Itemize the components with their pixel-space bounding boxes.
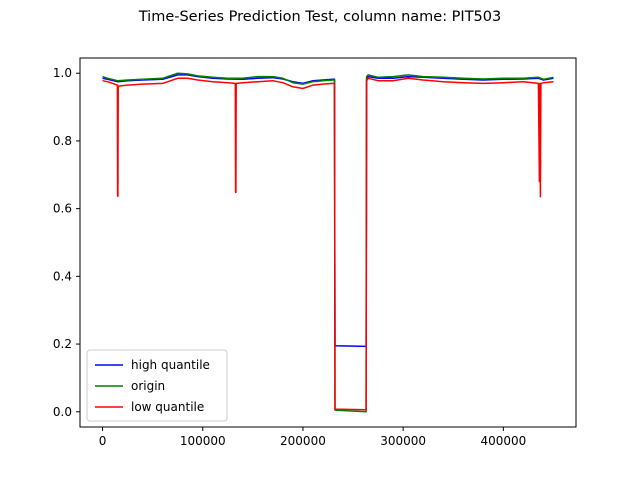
axis-ticks: 0 100000 200000 300000 400000 0.0 0.2 0.4 0.6 0.8… <box>53 66 526 448</box>
y-tick-label: 0.6 <box>53 202 72 216</box>
chart-title: Time-Series Prediction Test, column name… <box>138 9 502 25</box>
y-tick-label: 0.4 <box>53 269 72 283</box>
series-line-low-quantile <box>102 77 554 411</box>
y-tick-label: 0.8 <box>53 134 72 148</box>
x-tick-label: 400000 <box>480 434 526 448</box>
legend-label: low quantile <box>131 400 204 414</box>
x-tick-label: 0 <box>99 434 107 448</box>
x-tick-label: 200000 <box>280 434 326 448</box>
y-tick-label: 0.2 <box>53 337 72 351</box>
series-line-origin <box>102 72 554 413</box>
legend-label: high quantile <box>131 358 210 372</box>
x-tick-label: 300000 <box>380 434 426 448</box>
legend: high quantile origin low quantile <box>86 349 228 422</box>
legend-label: origin <box>131 379 165 393</box>
y-tick-label: 0.0 <box>53 405 72 419</box>
plot-area <box>102 72 554 413</box>
x-tick-label: 100000 <box>180 434 226 448</box>
axes-frame <box>79 57 577 428</box>
y-tick-label: 1.0 <box>53 66 72 80</box>
legend-box <box>86 349 228 422</box>
